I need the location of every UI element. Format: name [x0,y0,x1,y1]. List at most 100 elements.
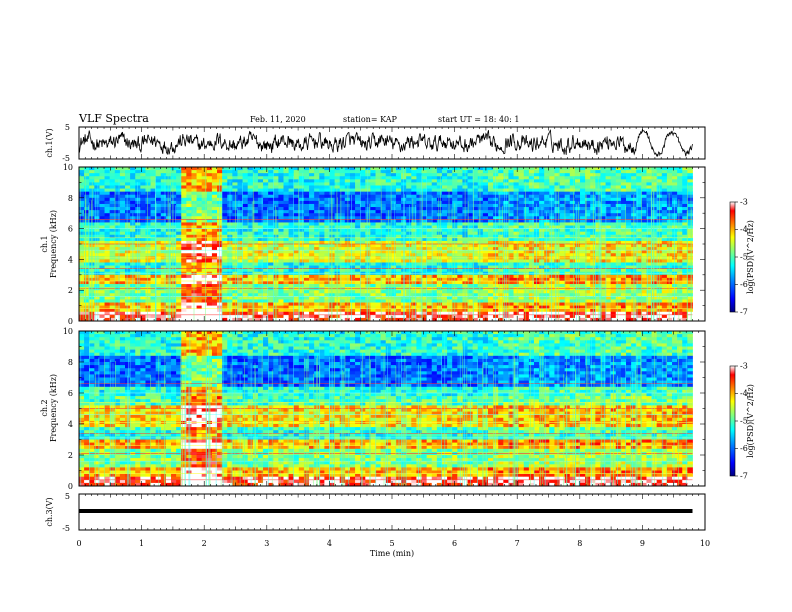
spectrogram-cell [380,290,387,294]
spectrogram-cell [518,290,525,294]
spectrogram-cell [360,240,366,245]
spectrogram-cell [298,185,305,189]
spectrogram-cell [416,317,422,321]
spectrogram-cell [222,228,228,233]
spectrogram-cell [171,219,177,223]
spectrogram-cell [293,219,300,223]
spectrogram-cell [493,182,499,186]
spectrogram-cell [554,188,560,193]
spectrogram-cell [114,234,121,239]
spectrogram-cell [493,311,499,316]
spectrogram-cell [263,277,269,282]
spectrogram-cell [319,219,325,223]
spectrogram-cell [252,216,259,220]
spectrogram-cell [390,207,397,211]
spectrogram-cell [457,299,463,303]
spectrogram-cell [457,216,463,220]
spectrogram-cell [411,179,417,183]
spectrogram-cell [309,284,315,288]
spectrogram-cell [79,191,85,196]
spectrogram-cell [283,237,289,242]
spectrogram-cell [493,207,499,211]
spectrogram-cell [426,274,433,279]
spectrogram-cell [181,179,187,183]
spectrogram-cell [150,210,157,214]
spectrogram-cell [99,237,105,242]
spectrogram-cell [518,280,525,285]
spectrogram-cell [155,262,162,266]
spectrogram-cell [104,293,111,297]
spectrogram-cell [390,185,397,189]
spectrogram-cell [268,296,274,300]
spectrogram-cell [181,194,187,199]
spectrogram-cell [288,207,295,211]
spectrogram-cell [472,225,479,229]
spectrogram-cell [513,228,520,233]
spectrogram-cell [293,200,300,205]
spectrogram-cell [79,274,85,279]
spectrogram-cell [252,277,259,282]
spectrogram-cell [477,250,484,254]
spectrogram-cell [283,250,289,254]
spectrogram-cell [186,305,192,310]
spectrogram-cell [196,179,203,183]
spectrogram-cell [518,200,525,205]
spectrogram-cell [268,179,274,183]
spectrogram-cell [309,228,315,233]
spectrogram-cell [278,296,284,300]
spectrogram-cell [360,197,366,202]
spectrogram-cell [278,216,284,220]
spectrogram-cell [165,170,172,174]
spectrogram-cell [528,250,535,254]
spectrogram-cell [247,225,254,229]
spectrogram-cell [452,188,458,193]
spectrogram-cell [319,216,325,220]
spectrogram-cell [344,216,351,220]
spectrogram-cell [477,317,484,321]
spectrogram-cell [160,317,167,321]
spectrogram-cell [523,317,530,321]
spectrogram-cell [334,176,341,180]
spectrogram-cell [319,280,325,285]
spectrogram-cell [324,207,330,211]
spectrogram-cell [528,210,535,214]
spectrogram-cell [380,262,387,266]
spectrogram-cell [84,277,90,282]
spectrogram-cell [293,167,300,171]
spectrogram-cell [79,182,85,186]
spectrogram-cell [549,176,555,180]
spectrogram-cell [268,216,274,220]
spectrogram-cell [375,290,382,294]
spectrogram-cell [140,228,146,233]
spectrogram-cell [201,311,208,316]
spectrogram-cell [252,185,259,189]
spectrogram-cell [482,293,489,297]
spectrogram-cell [513,259,520,263]
spectrogram-cell [314,225,320,229]
spectrogram-cell [273,200,279,205]
spectrogram-cell [114,176,121,180]
spectrogram-cell [263,240,269,245]
spectrogram-cell [257,308,264,313]
spectrogram-cell [324,274,330,279]
spectrogram-cell [186,293,192,297]
spectrogram-cell [293,170,300,174]
spectrogram-cell [523,268,530,273]
spectrogram-cell [104,237,111,242]
spectrogram-cell [482,240,489,245]
spectrogram-cell [544,207,550,211]
ch1-waveform-ylabel: ch.1(V) [45,128,54,157]
spectrogram-cell [493,237,499,242]
spectrogram-cell [339,302,346,306]
spectrogram-cell [421,280,428,285]
spectrogram-cell [457,247,463,251]
spectrogram-cell [155,228,162,233]
spectrogram-cell [104,176,111,180]
spectrogram-cell [99,210,105,214]
spectrogram-cell [528,225,535,229]
spectrogram-cell [487,314,494,319]
spectrogram-cell [104,247,111,251]
spectrogram-cell [426,240,433,245]
spectrogram-cell [160,188,167,193]
spectrogram-cell [539,176,545,180]
